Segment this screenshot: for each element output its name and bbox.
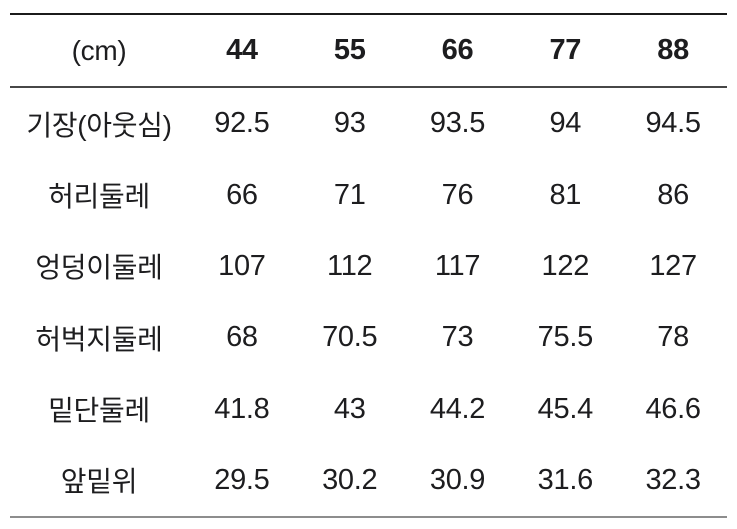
cell-value: 31.6 (537, 463, 594, 496)
cell-value: 30.2 (322, 463, 378, 496)
cell-value: 41.8 (214, 392, 270, 425)
size-column-header-55: 55 (333, 34, 366, 67)
cell-value: 75.5 (537, 321, 594, 354)
size-column-header-77: 77 (549, 34, 582, 67)
cell-value: 112 (327, 249, 373, 282)
cell-value: 92.5 (214, 107, 270, 140)
table-row-outseam-length: 기장(아웃심) 92.5 93 93.5 94 94.5 (10, 88, 727, 159)
table-row-thigh: 허벅지둘레 68 70.5 73 75.5 78 (10, 302, 727, 373)
table-row-waist: 허리둘레 66 71 76 81 86 (10, 160, 727, 231)
cell-value: 32.3 (645, 463, 701, 496)
table-row-hip: 엉덩이둘레 107 112 117 122 127 (10, 231, 727, 302)
cell-value: 43 (333, 392, 366, 425)
table-row-front-rise: 앞밑위 29.5 30.2 30.9 31.6 32.3 (10, 445, 727, 516)
row-label: 밑단둘레 (48, 395, 150, 427)
cell-value: 94 (549, 107, 582, 140)
cell-value: 117 (434, 249, 481, 282)
size-column-header-66: 66 (441, 34, 474, 67)
row-label: 허벅지둘레 (35, 323, 163, 355)
cell-value: 29.5 (214, 463, 270, 496)
size-table-header-row: (cm) 44 55 66 77 88 (10, 15, 727, 89)
cell-value: 94.5 (645, 107, 701, 140)
cell-value: 86 (657, 178, 689, 211)
cell-value: 68 (226, 321, 258, 354)
row-label: 기장(아웃심) (26, 109, 172, 141)
size-table: (cm) 44 55 66 77 88 기장(아웃심) 92.5 93 93.5… (10, 13, 727, 518)
cell-value: 70.5 (322, 321, 378, 354)
cell-value: 30.9 (429, 463, 486, 496)
row-label: 허리둘레 (48, 181, 150, 213)
cell-value: 93 (333, 107, 366, 140)
size-column-header-44: 44 (226, 34, 258, 67)
cell-value: 66 (226, 178, 258, 211)
row-label: 앞밑위 (60, 466, 138, 498)
cell-value: 93.5 (429, 107, 486, 140)
cell-value: 122 (541, 249, 590, 282)
cell-value: 76 (441, 178, 474, 211)
size-column-header-88: 88 (657, 34, 689, 67)
row-label: 엉덩이둘레 (35, 252, 163, 284)
cell-value: 44.2 (429, 392, 486, 425)
cell-value: 71 (333, 178, 366, 211)
cell-value: 78 (657, 321, 689, 354)
cell-value: 107 (218, 249, 266, 282)
table-row-hem: 밑단둘레 41.8 43 44.2 45.4 46.6 (10, 373, 727, 444)
cell-value: 46.6 (645, 392, 701, 425)
cell-value: 45.4 (537, 392, 594, 425)
cell-value: 127 (649, 249, 697, 282)
unit-label: (cm) (71, 34, 127, 66)
cell-value: 81 (549, 178, 582, 211)
cell-value: 73 (441, 321, 474, 354)
